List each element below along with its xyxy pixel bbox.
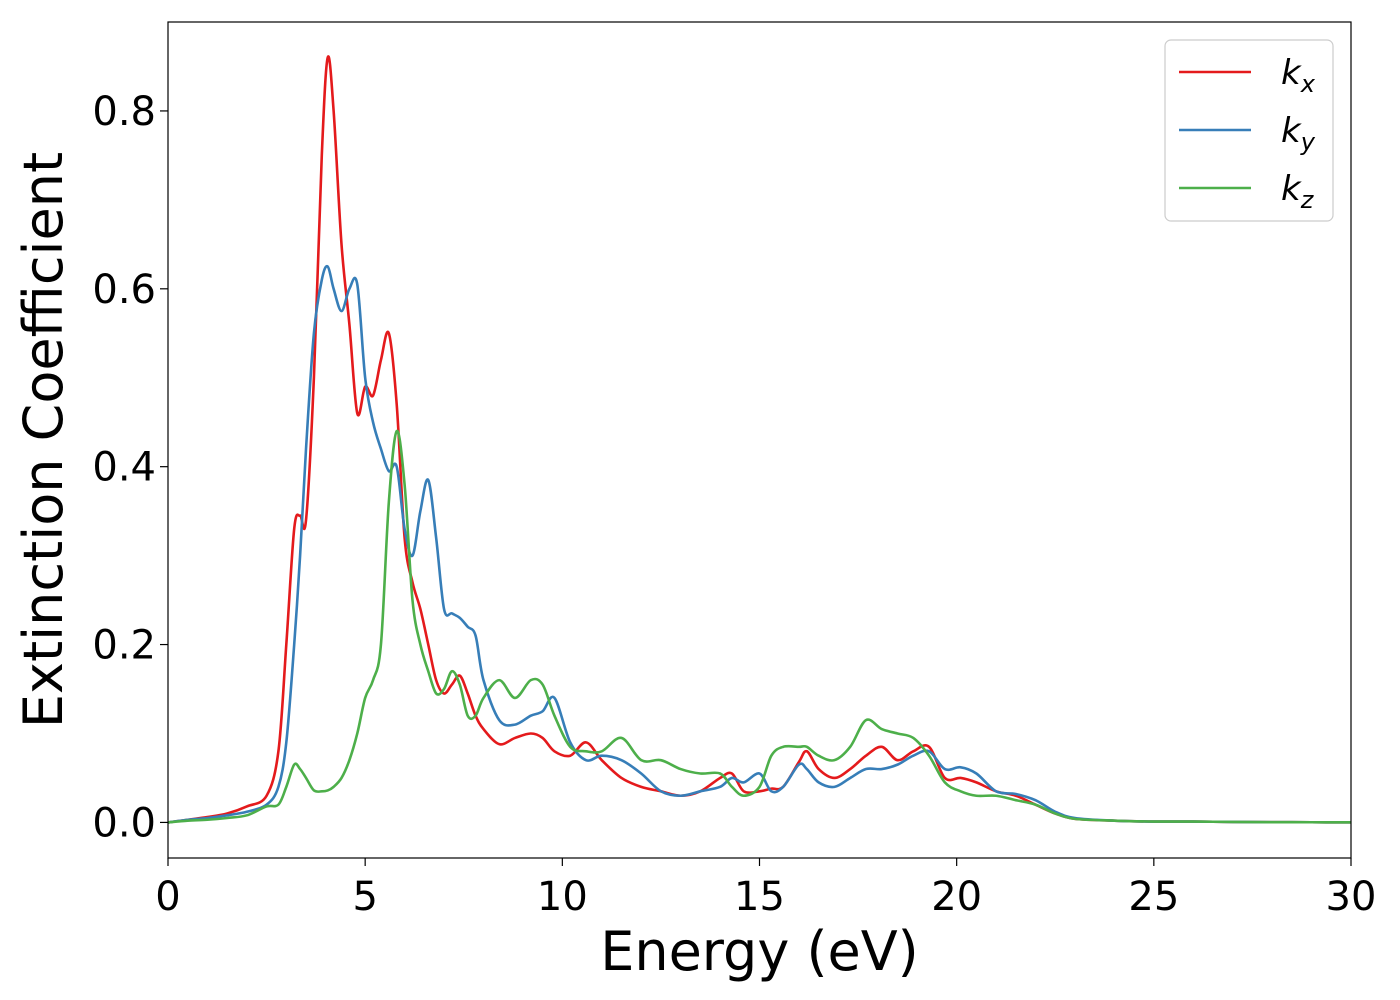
x-tick-label: 20	[931, 874, 982, 920]
x-tick-label: 0	[155, 874, 180, 920]
y-tick-label: 0.2	[92, 623, 156, 669]
series-layer	[167, 55, 1352, 824]
x-axis-title: Energy (eV)	[600, 920, 919, 983]
series-line-x	[167, 55, 1352, 824]
y-tick-label: 0.0	[92, 800, 156, 846]
series-line-z	[167, 429, 1352, 824]
legend-label-z: kz	[1281, 169, 1315, 214]
y-axis-title: Extinction Coefficient	[12, 152, 75, 728]
legend: kx ky kz	[1164, 39, 1334, 222]
y-tick-label: 0.8	[92, 89, 156, 135]
x-tick-label: 15	[734, 874, 785, 920]
y-tick-label: 0.4	[92, 445, 156, 491]
ticks-layer: 0 5 10 15 20 25 30 0.0 0.2 0.4 0.6 0.8	[92, 89, 1376, 920]
legend-label-y: ky	[1281, 111, 1316, 156]
x-tick-label: 30	[1326, 874, 1377, 920]
series-line-y	[167, 264, 1352, 824]
x-tick-label: 25	[1128, 874, 1179, 920]
legend-label-x: kx	[1281, 53, 1316, 98]
y-tick-label: 0.6	[92, 267, 156, 313]
x-tick-label: 10	[537, 874, 588, 920]
x-tick-label: 5	[352, 874, 377, 920]
